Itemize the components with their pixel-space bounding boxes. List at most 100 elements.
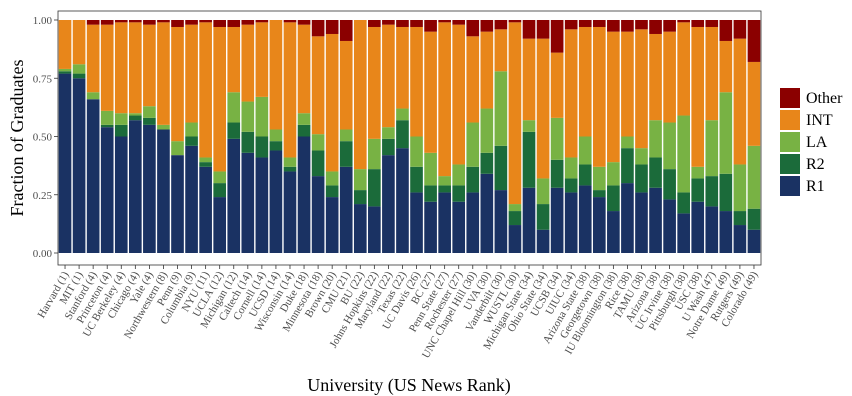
bar-segment-la: [466, 122, 480, 167]
bar-segment-other: [508, 20, 522, 23]
bar-segment-int: [621, 31, 634, 137]
bar-segment-la: [213, 171, 227, 184]
legend-key-la: [780, 132, 800, 152]
bar-segment-r1: [705, 206, 719, 253]
bar-segment-r2: [592, 190, 606, 198]
bar-segment-int: [719, 40, 733, 93]
bar-segment-int: [72, 20, 86, 65]
bar-segment-other: [424, 20, 437, 32]
bar-segment-r2: [747, 208, 761, 230]
bar-segment-r2: [283, 166, 297, 172]
bar-segment-r1: [255, 157, 269, 253]
bar-segment-r2: [494, 145, 508, 191]
bar-segment-int: [494, 29, 508, 72]
bar-segment-other: [747, 20, 761, 62]
bar-segment-other: [255, 20, 269, 23]
y-tick-label: 1.00: [33, 15, 53, 27]
bar-segment-la: [705, 120, 719, 177]
bar-segment-int: [508, 22, 522, 205]
bar-segment-r2: [410, 166, 423, 193]
bar-segment-r1: [452, 201, 466, 253]
bar-segment-other: [607, 20, 620, 32]
bar-segment-r2: [382, 138, 395, 156]
bar-segment-la: [410, 136, 423, 167]
bar-segment-r2: [578, 164, 592, 186]
bar-segment-r2: [691, 178, 705, 202]
bar-segment-int: [58, 20, 72, 69]
bar-segment-la: [86, 92, 100, 100]
bar-segment-la: [635, 148, 648, 165]
bar-segment-int: [424, 31, 437, 153]
bar-segment-r1: [578, 185, 592, 253]
bar-segment-other: [677, 20, 690, 23]
bar-segment-r2: [621, 148, 634, 184]
bar-segment-int: [255, 22, 269, 97]
bar-segment-la: [522, 120, 536, 132]
bar-segment-r1: [311, 176, 325, 253]
bar-segment-r2: [72, 73, 86, 79]
bar-segment-int: [311, 36, 325, 135]
bar-segment-int: [241, 24, 255, 102]
bar-segment-r1: [325, 197, 339, 253]
bar-segment-int: [649, 33, 662, 121]
bar-segment-other: [691, 20, 705, 27]
bar-segment-other: [494, 20, 508, 30]
legend: Other INT LA R2 R1: [780, 88, 843, 196]
bar-segment-other: [719, 20, 733, 41]
bar-segment-r2: [522, 131, 536, 188]
bar-segment-other: [452, 20, 466, 25]
bar-segment-other: [311, 20, 325, 37]
bar-segment-r1: [424, 201, 437, 253]
bar-segment-r2: [213, 183, 227, 198]
bar-segment-other: [410, 20, 423, 27]
x-axis-title: University (US News Rank): [307, 375, 510, 396]
bar-segment-r1: [522, 187, 536, 253]
bar-segment-r1: [480, 173, 494, 253]
bar-segment-int: [536, 38, 550, 179]
bar-segment-int: [705, 26, 719, 121]
bar-segment-la: [677, 115, 690, 193]
bar-segment-r2: [325, 185, 339, 198]
bar-segment-other: [283, 20, 297, 23]
bar-segment-int: [550, 52, 564, 118]
bar-segment-r1: [297, 136, 311, 253]
bar-segment-r2: [368, 169, 381, 207]
bar-segment-other: [368, 20, 381, 27]
bar-segment-r1: [241, 152, 255, 253]
bar-segment-la: [311, 134, 325, 151]
bars-layer: [58, 20, 761, 253]
bar-segment-r1: [691, 201, 705, 253]
bar-segment-la: [185, 122, 198, 137]
bar-segment-int: [663, 31, 676, 123]
bar-segment-other: [185, 20, 198, 25]
bar-segment-r2: [438, 185, 451, 193]
bar-segment-r1: [635, 192, 648, 253]
bar-segment-r1: [508, 225, 522, 253]
bar-segment-r1: [114, 136, 128, 253]
bar-segment-r1: [58, 73, 72, 253]
bar-segment-r2: [466, 166, 480, 193]
bar-segment-other: [114, 20, 128, 23]
bar-segment-r1: [227, 138, 241, 253]
legend-key-r1: [780, 176, 800, 196]
bar-segment-r1: [564, 192, 578, 253]
bar-segment-r1: [719, 211, 733, 253]
bar-segment-r1: [72, 78, 86, 253]
bar-segment-other: [157, 20, 170, 23]
bar-segment-int: [564, 29, 578, 158]
bar-segment-la: [480, 108, 494, 153]
bar-segment-r1: [171, 155, 184, 253]
bar-segment-la: [663, 122, 676, 170]
bar-segment-r1: [382, 155, 395, 253]
bar-segment-la: [339, 129, 353, 142]
bar-segment-int: [199, 22, 212, 158]
bar-segment-int: [466, 36, 480, 123]
bar-segment-r2: [733, 211, 747, 226]
bar-segment-other: [536, 20, 550, 39]
bar-segment-other: [578, 20, 592, 27]
bar-segment-r2: [100, 124, 114, 128]
bar-segment-la: [297, 113, 311, 125]
bar-segment-r2: [452, 185, 466, 202]
bar-segment-la: [733, 164, 747, 212]
